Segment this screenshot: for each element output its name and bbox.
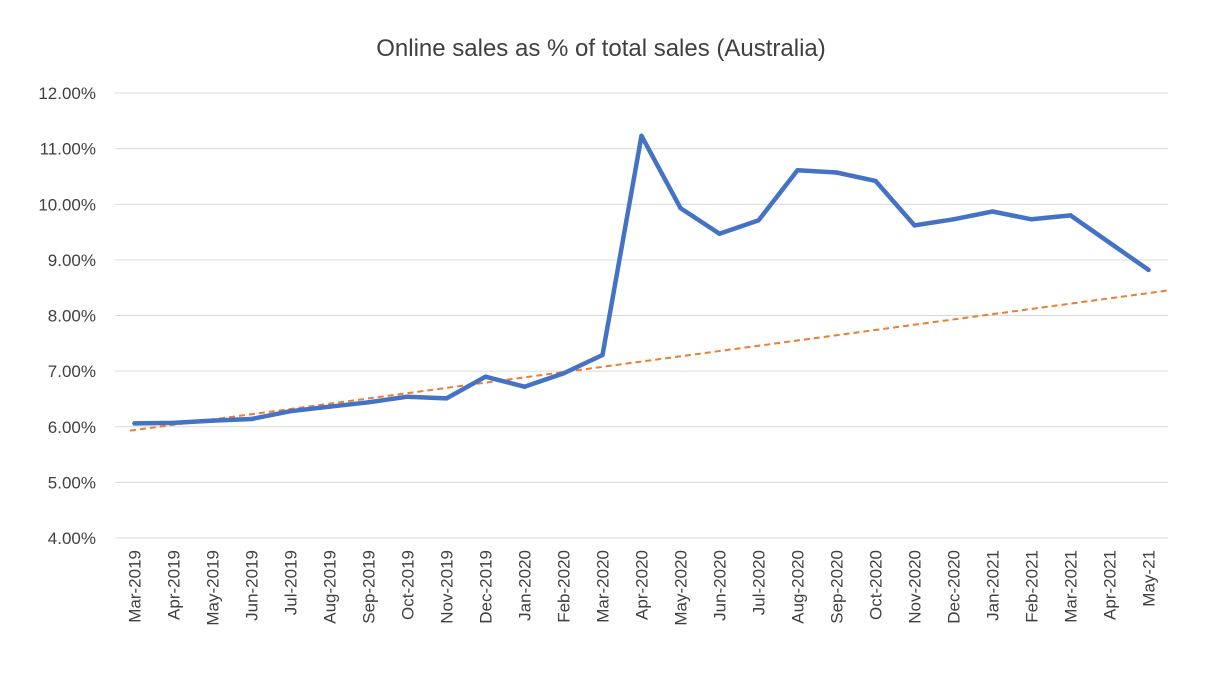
data-point <box>249 416 254 422</box>
data-point <box>1068 213 1073 218</box>
x-tick-label: Oct-2020 <box>867 550 886 620</box>
data-point <box>327 404 332 409</box>
y-tick-label: 10.00% <box>38 195 96 214</box>
x-tick-label: Dec-2019 <box>477 550 496 624</box>
y-tick-label: 7.00% <box>48 362 96 381</box>
x-tick-label: Aug-2020 <box>789 550 808 624</box>
y-tick-label: 11.00% <box>40 140 96 159</box>
x-tick-label: Feb-2020 <box>555 550 574 623</box>
x-tick-label: Feb-2021 <box>1023 550 1042 623</box>
x-tick-label: Mar-2021 <box>1062 550 1081 623</box>
x-tick-label: Jul-2020 <box>750 550 769 615</box>
x-tick-label: Dec-2020 <box>945 550 964 624</box>
data-point <box>873 178 878 184</box>
data-point <box>522 384 527 389</box>
x-tick-label: May-21 <box>1140 550 1159 607</box>
x-tick-label: Jun-2020 <box>711 550 730 621</box>
x-tick-label: Apr-2020 <box>633 550 652 620</box>
x-tick-label: Nov-2019 <box>438 550 457 624</box>
y-tick-label: 9.00% <box>48 251 96 270</box>
y-tick-label: 4.00% <box>48 529 96 548</box>
data-point <box>444 396 449 401</box>
y-tick-label: 6.00% <box>48 418 96 437</box>
x-tick-label: Jun-2019 <box>243 550 262 621</box>
gridlines <box>115 92 1168 539</box>
x-tick-label: Sep-2020 <box>828 550 847 624</box>
data-point <box>795 168 800 173</box>
data-point <box>678 205 683 211</box>
data-point <box>639 133 644 139</box>
data-point <box>483 374 488 379</box>
data-point <box>1146 267 1151 273</box>
trendline <box>129 289 1169 432</box>
data-point <box>405 394 410 399</box>
x-axis-tick-labels: Mar-2019 Apr-2019 May-2019 Jun-2019 Jul-2019… <box>126 550 1159 626</box>
data-point <box>1029 217 1034 222</box>
series-line <box>132 133 1151 426</box>
y-axis-tick-labels: 4.00% 5.00% 6.00% 7.00% 8.00% 9.00% 10.00% 11.0… <box>38 84 96 548</box>
series-layer <box>132 133 1151 426</box>
data-point <box>561 371 566 376</box>
x-tick-label: Jan-2020 <box>516 550 535 621</box>
data-point <box>600 352 605 358</box>
x-tick-label: Apr-2019 <box>165 550 184 620</box>
data-point <box>366 400 371 405</box>
data-point <box>951 217 956 222</box>
data-point <box>288 408 293 414</box>
y-tick-label: 5.00% <box>48 473 96 492</box>
x-tick-label: Sep-2019 <box>360 550 379 624</box>
trendline-layer <box>129 289 1169 432</box>
x-tick-label: Jan-2021 <box>984 550 1003 621</box>
data-point <box>132 421 137 426</box>
data-point <box>912 223 917 228</box>
x-tick-label: Mar-2019 <box>126 550 145 623</box>
y-tick-label: 12.00% <box>38 84 96 103</box>
x-tick-label: May-2019 <box>204 550 223 626</box>
data-point <box>210 418 215 423</box>
data-point <box>717 231 722 236</box>
x-tick-label: Aug-2019 <box>321 550 340 624</box>
data-point <box>171 420 176 426</box>
x-tick-label: Mar-2020 <box>594 550 613 623</box>
x-tick-label: Jul-2019 <box>282 550 301 615</box>
data-point <box>756 218 761 223</box>
data-point <box>834 170 839 175</box>
x-tick-label: Apr-2021 <box>1101 550 1120 620</box>
chart-title: Online sales as % of total sales (Austra… <box>376 35 826 62</box>
x-tick-label: May-2020 <box>672 550 691 626</box>
x-tick-label: Oct-2019 <box>399 550 418 620</box>
y-tick-label: 8.00% <box>48 307 96 326</box>
data-point <box>990 209 995 214</box>
data-point <box>1107 240 1112 245</box>
x-tick-label: Nov-2020 <box>906 550 925 624</box>
